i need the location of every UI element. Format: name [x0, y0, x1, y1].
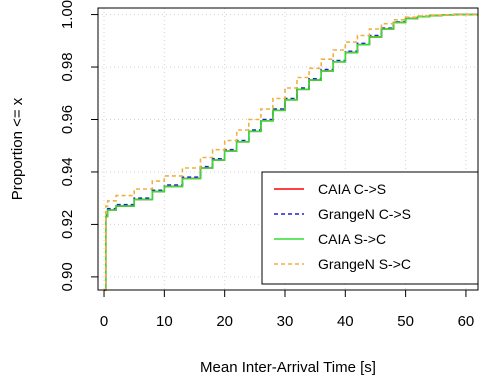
legend-label-2: CAIA S->C: [318, 231, 386, 247]
legend-box: [261, 171, 479, 285]
legend-label-1: GrangeN C->S: [318, 206, 411, 222]
x-tick-label-3: 30: [277, 313, 294, 330]
y-axis: 0.90 0.92 0.94 0.96 0.98 1.00: [59, 0, 98, 291]
series-lines: [104, 13, 478, 291]
series-line-3: [104, 13, 478, 291]
x-axis: 0 10 20 30 40 50 60: [100, 290, 474, 330]
y-tick-label-5: 1.00: [59, 0, 76, 29]
plot-frame: [97, 7, 479, 291]
y-tick-label-1: 0.92: [59, 210, 76, 239]
y-tick-label-0: 0.90: [59, 262, 76, 291]
y-tick-label-3: 0.96: [59, 105, 76, 134]
x-axis-title: Mean Inter-Arrival Time [s]: [200, 359, 376, 376]
y-tick-label-4: 0.98: [59, 52, 76, 81]
x-tick-label-2: 20: [216, 313, 233, 330]
x-tick-label-0: 0: [100, 313, 108, 330]
legend-label-0: CAIA C->S: [318, 181, 386, 197]
x-tick-label-1: 10: [156, 313, 173, 330]
y-tick-label-2: 0.94: [59, 157, 76, 186]
legend: CAIA C->S GrangeN C->S CAIA S->C GrangeN S-…: [261, 171, 479, 285]
x-tick-label-6: 60: [458, 313, 475, 330]
x-tick-label-5: 50: [397, 313, 414, 330]
x-tick-label-4: 40: [337, 313, 354, 330]
legend-label-3: GrangeN S->C: [318, 256, 411, 272]
y-axis-title: Proportion <= x: [9, 97, 26, 200]
series-line-2: [104, 13, 478, 291]
